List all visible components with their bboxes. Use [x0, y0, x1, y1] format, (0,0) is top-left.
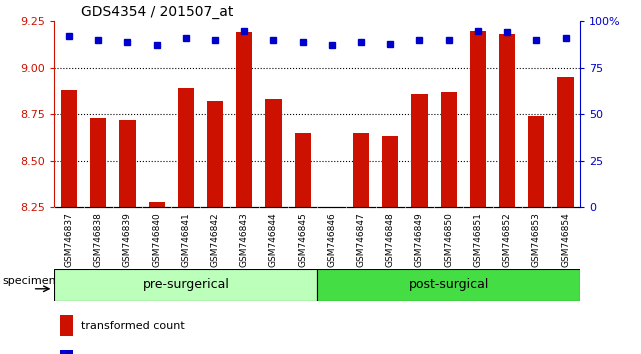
Text: GDS4354 / 201507_at: GDS4354 / 201507_at — [81, 5, 233, 19]
Text: GSM746844: GSM746844 — [269, 212, 278, 267]
Bar — [149, 201, 165, 207]
Text: GSM746851: GSM746851 — [474, 212, 483, 267]
Text: GSM746838: GSM746838 — [94, 212, 103, 267]
Bar — [265, 99, 281, 207]
Text: GSM746854: GSM746854 — [561, 212, 570, 267]
Bar — [237, 33, 253, 207]
Text: GSM746850: GSM746850 — [444, 212, 453, 267]
Bar — [382, 136, 398, 207]
Text: GSM746837: GSM746837 — [65, 212, 74, 267]
Bar — [61, 90, 77, 207]
Text: specimen: specimen — [3, 276, 56, 286]
Text: GSM746853: GSM746853 — [532, 212, 541, 267]
Text: GSM746841: GSM746841 — [181, 212, 190, 267]
Bar — [558, 77, 574, 207]
Bar — [499, 34, 515, 207]
Text: GSM746842: GSM746842 — [211, 212, 220, 267]
Bar — [295, 133, 311, 207]
Bar — [470, 30, 486, 207]
Text: GSM746839: GSM746839 — [123, 212, 132, 267]
Text: GSM746846: GSM746846 — [328, 212, 337, 267]
Bar — [324, 207, 340, 211]
Bar — [54, 269, 317, 301]
Text: pre-surgerical: pre-surgerical — [142, 279, 229, 291]
Bar — [60, 315, 73, 336]
Text: GSM746849: GSM746849 — [415, 212, 424, 267]
Bar — [440, 92, 457, 207]
Bar — [60, 350, 73, 354]
Text: GSM746852: GSM746852 — [503, 212, 512, 267]
Text: GSM746848: GSM746848 — [386, 212, 395, 267]
Text: GSM746847: GSM746847 — [356, 212, 365, 267]
Bar — [528, 116, 544, 207]
Bar — [317, 269, 580, 301]
Bar — [207, 101, 223, 207]
Bar — [90, 118, 106, 207]
Text: post-surgical: post-surgical — [408, 279, 489, 291]
Text: GSM746840: GSM746840 — [152, 212, 161, 267]
Text: transformed count: transformed count — [81, 321, 185, 331]
Bar — [119, 120, 135, 207]
Text: GSM746845: GSM746845 — [298, 212, 307, 267]
Bar — [412, 94, 428, 207]
Bar — [178, 88, 194, 207]
Bar — [353, 133, 369, 207]
Text: GSM746843: GSM746843 — [240, 212, 249, 267]
